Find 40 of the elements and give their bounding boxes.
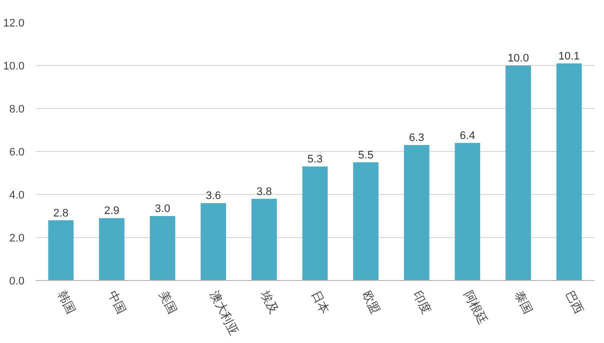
data-label: 6.3 [408, 132, 424, 144]
data-label: 5.5 [358, 149, 374, 162]
x-tick-label: 澳大利亚 [207, 288, 242, 338]
x-tick-label: 埃及 [257, 287, 282, 316]
y-tick-label: 12.0 [3, 18, 25, 30]
x-tick-label: 巴西 [562, 288, 586, 316]
data-label: 6.4 [460, 130, 476, 142]
bar [556, 63, 582, 280]
bar [251, 198, 277, 280]
bar [200, 203, 226, 280]
data-label: 10.0 [508, 52, 529, 64]
bar [150, 216, 176, 280]
y-tick-label: 8.0 [9, 104, 25, 116]
y-tick-label: 4.0 [9, 190, 25, 202]
x-tick-label: 欧盟 [360, 288, 383, 316]
y-tick-label: 2.0 [9, 232, 25, 244]
x-tick-label: 日本 [308, 288, 332, 316]
bar [506, 66, 531, 280]
data-label: 3.0 [154, 203, 170, 215]
data-label: 3.8 [256, 186, 272, 198]
y-tick-label: 6.0 [9, 146, 25, 158]
data-label: 5.3 [307, 154, 323, 166]
x-tick-label: 印度 [410, 288, 434, 316]
x-tick-label: 泰国 [512, 288, 536, 316]
data-label: 3.6 [206, 190, 222, 202]
x-tick-label: 阿根廷 [461, 288, 490, 327]
bar [48, 220, 74, 280]
data-label: 10.1 [558, 50, 580, 62]
x-tick-label: 韩国 [54, 288, 78, 316]
x-tick-label: 美国 [156, 288, 180, 316]
bar [302, 166, 328, 280]
bar [353, 162, 379, 280]
bar [99, 218, 124, 280]
data-label: 2.9 [104, 205, 120, 218]
bar [404, 145, 430, 280]
data-label: 2.8 [53, 207, 69, 220]
x-tick-label: 中国 [105, 288, 129, 316]
bar [454, 142, 480, 280]
y-tick-label: 0.0 [9, 276, 25, 288]
y-tick-label: 10.0 [3, 60, 25, 72]
